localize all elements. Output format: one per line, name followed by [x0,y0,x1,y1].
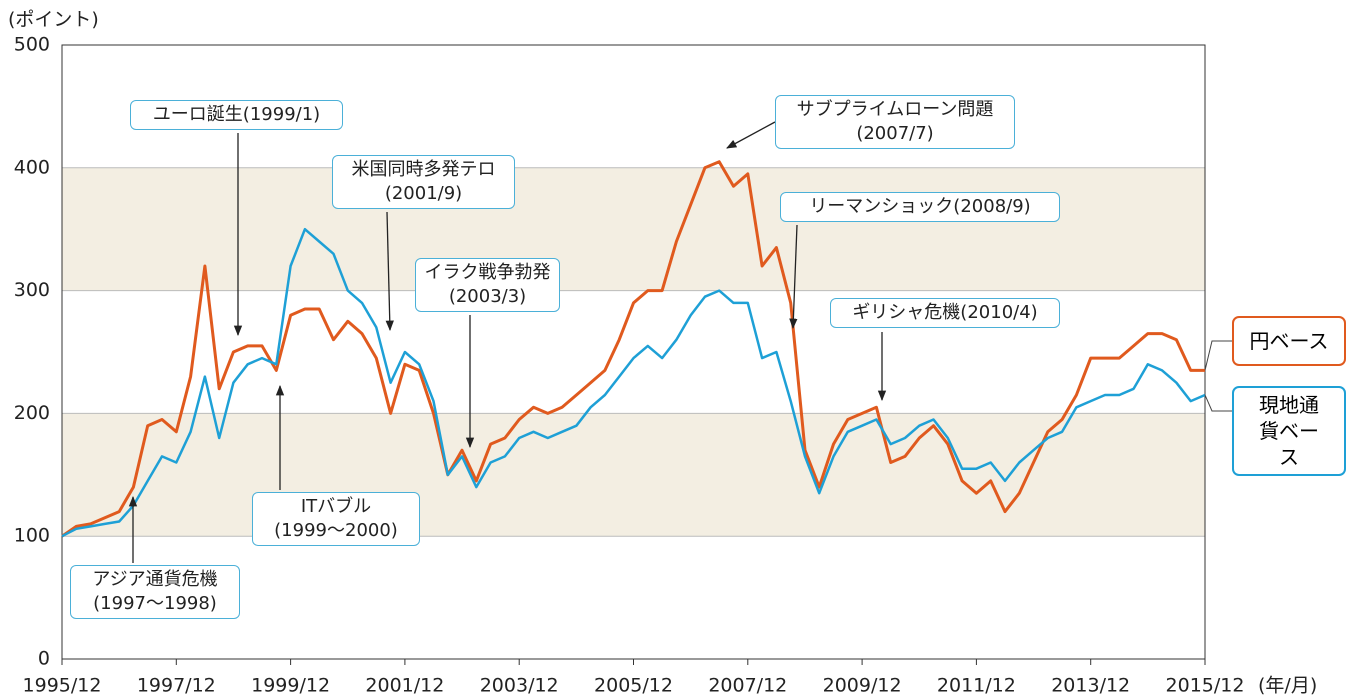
annotation: アジア通貨危機 (1997～1998) [70,565,240,619]
y-tick-label: 300 [14,279,50,301]
annotation: リーマンショック(2008/9) [780,192,1060,222]
annotation-text: ITバブル [300,496,372,517]
y-tick-label: 400 [14,156,50,178]
annotation: ギリシャ危機(2010/4) [830,298,1060,328]
x-tick-label: 2007/12 [708,675,787,697]
x-tick-label: 2001/12 [365,675,444,697]
annotation-text: ユーロ誕生(1999/1) [152,104,321,125]
band [62,413,1205,537]
annotation-text: (2003/3) [448,286,527,307]
annotation: ITバブル (1999～2000) [252,492,420,546]
legend-item: 円ベース [1232,316,1346,366]
x-tick-label: 2003/12 [480,675,559,697]
x-tick-label: 1999/12 [251,675,330,697]
annotation-text: 米国同時多発テロ [351,159,496,180]
band [62,167,1205,291]
y-tick-label: 500 [14,34,50,56]
annotation-text: (2001/9) [384,183,463,204]
annotation: 米国同時多発テロ (2001/9) [332,155,515,209]
y-tick-label: 100 [14,525,50,547]
y-axis-label: (ポイント) [8,9,99,31]
x-tick-label: 2013/12 [1051,675,1130,697]
y-tick-label: 0 [38,648,50,670]
y-tick-label: 200 [14,402,50,424]
annotation-text: リーマンショック(2008/9) [809,196,1031,217]
x-tick-label: 2005/12 [594,675,673,697]
legend-connector [1204,394,1232,412]
x-tick-label: 2009/12 [823,675,902,697]
annotation-text: (2007/7) [856,123,934,144]
annotation-text: サブプライムローン問題 [796,99,994,120]
annotation-arrow [789,224,798,330]
annotation-arrow [385,211,394,332]
annotation-text: ギリシャ危機(2010/4) [852,302,1038,323]
x-axis-unit: (年/月) [1258,675,1317,697]
annotation: ユーロ誕生(1999/1) [130,100,343,130]
annotation: サブプライムローン問題 (2007/7) [775,95,1015,149]
x-tick-label: 1995/12 [23,675,102,697]
annotation-text: (1997～1998) [93,593,217,614]
x-tick-label: 1997/12 [137,675,216,697]
annotation-text: (1999～2000) [274,520,398,541]
series-line [61,160,1205,538]
annotation-text: アジア通貨危機 [92,569,218,590]
annotation-text: イラク戦争勃発 [424,262,551,283]
annotation-arrow [726,121,776,149]
annotation: イラク戦争勃発 (2003/3) [415,258,560,312]
x-tick-label: 2015/12 [1166,675,1245,697]
series-line [61,227,1206,538]
legend-item: 現地通貨ベース [1232,386,1346,476]
legend-connector [1204,340,1232,371]
x-tick-label: 2011/12 [937,675,1016,697]
